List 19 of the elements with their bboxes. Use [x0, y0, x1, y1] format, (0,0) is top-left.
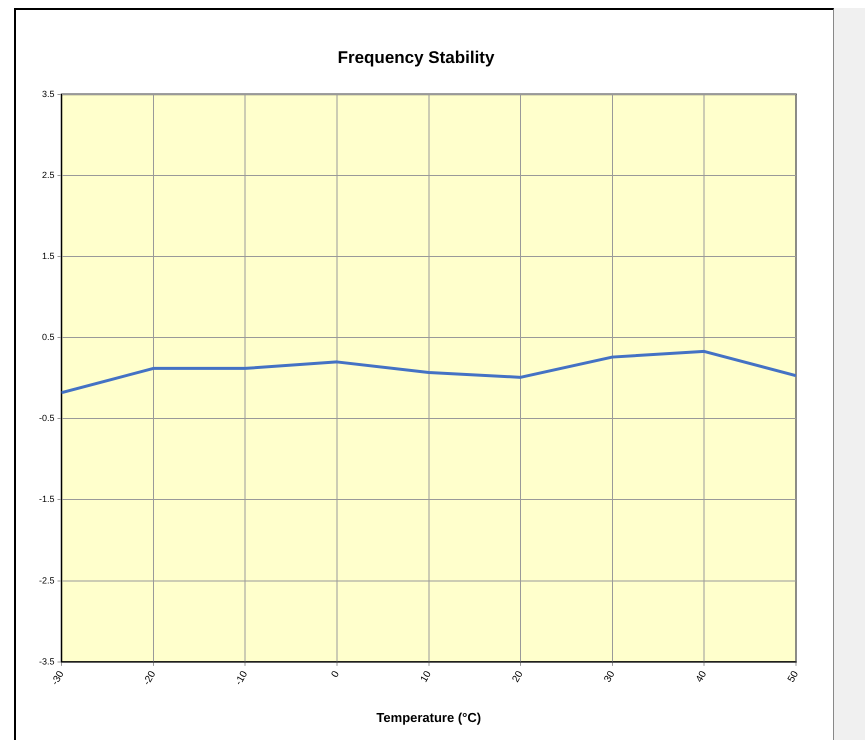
- y-tick-label: 3.5: [42, 88, 55, 99]
- y-tick-label: -0.5: [38, 413, 55, 424]
- y-tick-label: -3.5: [38, 656, 55, 666]
- x-tick-label: -20: [142, 668, 159, 688]
- x-tick-label: 10: [418, 668, 434, 684]
- x-tick-label: 0: [330, 668, 342, 680]
- y-tick-label: 1.5: [42, 251, 55, 262]
- x-tick-label: 20: [510, 668, 526, 684]
- chart-title: Frequency Stability: [338, 48, 495, 67]
- y-tick-label: -1.5: [38, 494, 55, 504]
- x-tick-label: -10: [233, 668, 250, 688]
- x-tick-label: 40: [694, 668, 710, 684]
- y-tick-label: 0.5: [42, 332, 55, 342]
- x-tick-label: -30: [50, 668, 67, 688]
- x-axis-title: Temperature (°C): [376, 710, 482, 725]
- x-tick-label: 50: [786, 668, 802, 684]
- y-tick-label: -2.5: [38, 575, 55, 586]
- y-tick-label: 2.5: [42, 170, 55, 180]
- x-tick-label: 30: [602, 668, 618, 684]
